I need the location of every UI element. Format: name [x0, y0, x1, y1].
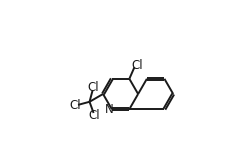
Text: Cl: Cl — [89, 109, 100, 122]
Text: Cl: Cl — [131, 59, 143, 72]
Text: Cl: Cl — [87, 81, 99, 94]
Text: Cl: Cl — [69, 99, 81, 112]
Text: N: N — [105, 103, 114, 116]
